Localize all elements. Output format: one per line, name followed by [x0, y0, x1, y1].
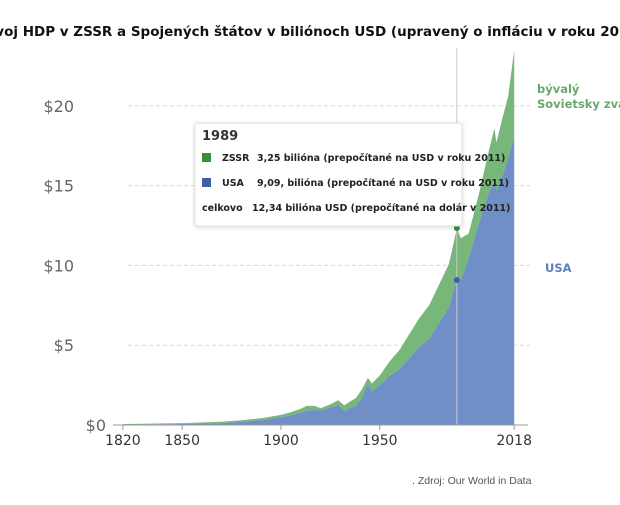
y-tick-label: $20	[43, 97, 74, 116]
y-axis: $0 $5 $10 $15 $20	[43, 97, 106, 435]
tooltip-name-total: celkovo	[202, 203, 243, 214]
tooltip-value-total: 12,34 bilióna USD (prepočítané na dolár …	[252, 203, 510, 214]
chart-title: Vývoj HDP v ZSSR a Spojených štátov v bi…	[0, 24, 620, 40]
y-tick-label: $5	[54, 336, 74, 355]
x-tick-label: 1950	[362, 433, 398, 449]
tooltip-value-ussr: 3,25 bilióna (prepočítané na USD v roku …	[257, 153, 505, 164]
x-tick-label: 1820	[105, 433, 141, 449]
y-tick-label: $0	[86, 416, 106, 435]
tooltip-swatch-usa	[202, 178, 211, 187]
tooltip-name-usa: USA	[222, 178, 245, 189]
y-tick-label: $10	[43, 256, 74, 275]
x-axis: 1820 1850 1900 1950 2018	[105, 424, 532, 449]
series-area-usa	[122, 137, 515, 426]
marker-ussr-1989	[453, 225, 460, 232]
series-label-ussr-line2: Sovietsky zväz	[537, 97, 620, 111]
series-label-ussr-line1: bývalý	[537, 82, 580, 96]
series-labels: bývalý Sovietsky zväz USA	[537, 82, 620, 275]
series-label-usa: USA	[545, 261, 572, 275]
tooltip-year: 1989	[202, 129, 238, 144]
tooltip-value-usa: 9,09, bilióna (prepočítané na USD v roku…	[257, 178, 509, 189]
tooltip-box	[194, 122, 463, 227]
y-tick-label: $15	[43, 177, 74, 196]
tooltip-name-ussr: ZSSR	[222, 153, 250, 164]
tooltip-1989: 1989 ZSSR 3,25 bilióna (prepočítané na U…	[194, 122, 510, 227]
marker-usa-1989	[453, 276, 460, 283]
tooltip-swatch-ussr	[202, 153, 211, 162]
x-tick-label: 1850	[164, 433, 200, 449]
x-tick-label: 1900	[263, 433, 299, 449]
source-note: . Zdroj: Our World in Data	[412, 475, 532, 487]
series-area-ussr	[122, 50, 515, 425]
x-tick-label: 2018	[496, 433, 532, 449]
